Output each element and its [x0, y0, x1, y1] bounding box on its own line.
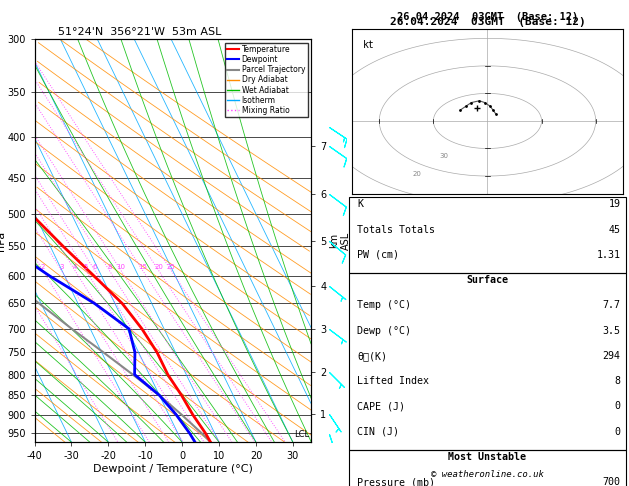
- Text: 3.5: 3.5: [603, 326, 620, 336]
- Text: 8: 8: [615, 376, 620, 386]
- Text: 20: 20: [154, 264, 163, 270]
- Legend: Temperature, Dewpoint, Parcel Trajectory, Dry Adiabat, Wet Adiabat, Isotherm, Mi: Temperature, Dewpoint, Parcel Trajectory…: [225, 43, 308, 117]
- Text: 1.31: 1.31: [596, 250, 620, 260]
- Text: 10: 10: [116, 264, 125, 270]
- Text: 4: 4: [73, 264, 77, 270]
- Text: 26.04.2024  03GMT  (Base: 12): 26.04.2024 03GMT (Base: 12): [389, 17, 586, 27]
- Y-axis label: hPa: hPa: [0, 230, 6, 251]
- Text: Temp (°C): Temp (°C): [357, 300, 411, 311]
- Text: Lifted Index: Lifted Index: [357, 376, 429, 386]
- Text: θᴄ(K): θᴄ(K): [357, 351, 387, 361]
- Bar: [349, 197, 626, 273]
- Text: Dewp (°C): Dewp (°C): [357, 326, 411, 336]
- Text: 30: 30: [440, 153, 448, 159]
- Text: 294: 294: [603, 351, 620, 361]
- Text: 8: 8: [107, 264, 111, 270]
- Text: 25: 25: [167, 264, 175, 270]
- Text: Surface: Surface: [467, 275, 508, 285]
- Text: CAPE (J): CAPE (J): [357, 401, 405, 412]
- Text: PW (cm): PW (cm): [357, 250, 399, 260]
- Y-axis label: km
ASL: km ASL: [330, 231, 351, 250]
- Text: 3: 3: [59, 264, 64, 270]
- Text: 0: 0: [615, 401, 620, 412]
- Text: 6: 6: [92, 264, 97, 270]
- Text: 20: 20: [413, 171, 421, 177]
- Text: Most Unstable: Most Unstable: [448, 452, 526, 462]
- Text: 15: 15: [138, 264, 147, 270]
- Text: Totals Totals: Totals Totals: [357, 225, 435, 235]
- Text: kt: kt: [363, 40, 375, 50]
- Text: LCL: LCL: [294, 430, 309, 439]
- Text: 2: 2: [41, 264, 45, 270]
- X-axis label: Dewpoint / Temperature (°C): Dewpoint / Temperature (°C): [93, 464, 253, 474]
- Text: Pressure (mb): Pressure (mb): [357, 477, 435, 486]
- Text: 700: 700: [603, 477, 620, 486]
- Title: 51°24'N  356°21'W  53m ASL: 51°24'N 356°21'W 53m ASL: [58, 27, 221, 37]
- Text: 19: 19: [608, 199, 620, 209]
- Text: 5: 5: [84, 264, 88, 270]
- Bar: [349, 450, 626, 486]
- Text: 7.7: 7.7: [603, 300, 620, 311]
- Text: 26.04.2024  03GMT  (Base: 12): 26.04.2024 03GMT (Base: 12): [397, 12, 578, 22]
- Text: © weatheronline.co.uk: © weatheronline.co.uk: [431, 469, 544, 479]
- Text: 0: 0: [615, 427, 620, 437]
- Bar: [349, 273, 626, 450]
- Text: K: K: [357, 199, 364, 209]
- Text: 45: 45: [608, 225, 620, 235]
- Text: CIN (J): CIN (J): [357, 427, 399, 437]
